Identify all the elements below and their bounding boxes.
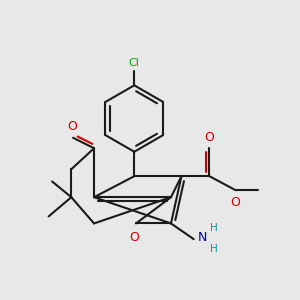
Text: H: H — [210, 244, 218, 254]
Text: O: O — [230, 196, 240, 209]
Text: N: N — [198, 231, 207, 244]
Text: O: O — [205, 131, 214, 144]
Text: Cl: Cl — [129, 58, 140, 68]
Text: O: O — [68, 120, 77, 133]
Text: H: H — [210, 223, 218, 233]
Text: O: O — [130, 231, 140, 244]
